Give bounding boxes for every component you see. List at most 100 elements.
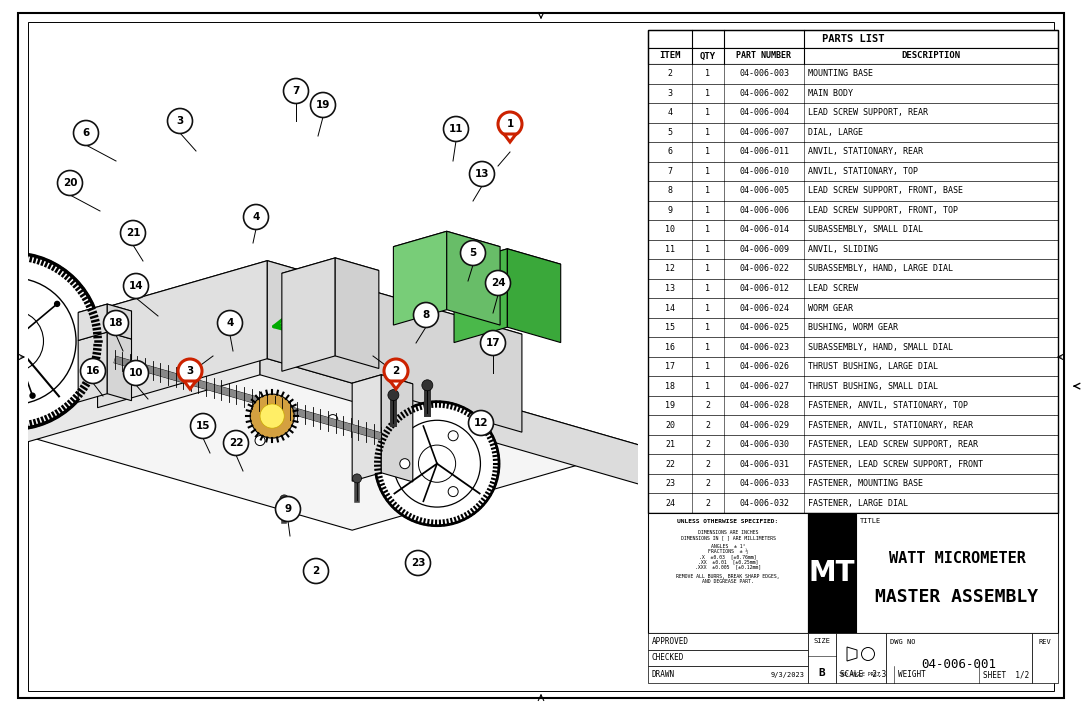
Bar (808, 513, 856, 633)
Polygon shape (281, 258, 335, 371)
Text: 4: 4 (226, 318, 234, 328)
Text: 1: 1 (705, 323, 711, 332)
Circle shape (448, 486, 458, 496)
Text: FASTENER, LEAD SCREW SUPPORT, FRONT: FASTENER, LEAD SCREW SUPPORT, FRONT (808, 460, 984, 468)
Bar (648, 667, 808, 683)
Text: AND DEGREASE PART.: AND DEGREASE PART. (702, 579, 754, 584)
Text: 1: 1 (705, 245, 711, 254)
Polygon shape (381, 375, 413, 482)
Text: 04-006-030: 04-006-030 (739, 440, 789, 449)
Bar (648, 240, 1058, 260)
Text: 04-006-006: 04-006-006 (739, 206, 789, 215)
Circle shape (448, 431, 458, 441)
Text: 04-006-027: 04-006-027 (739, 381, 789, 391)
Text: DIMENSIONS IN [ ] ARE MILLIMETERS: DIMENSIONS IN [ ] ARE MILLIMETERS (681, 535, 776, 540)
Circle shape (283, 78, 308, 103)
Text: DIMENSIONS ARE INCHES: DIMENSIONS ARE INCHES (698, 530, 758, 535)
Circle shape (387, 389, 399, 401)
Circle shape (498, 112, 522, 136)
Text: 9/3/2023: 9/3/2023 (771, 672, 805, 677)
Text: MOUNTING BASE: MOUNTING BASE (808, 69, 873, 78)
Circle shape (74, 120, 98, 145)
Bar (808, 633, 836, 683)
Polygon shape (97, 261, 522, 383)
Bar (648, 298, 1058, 318)
Circle shape (375, 401, 499, 525)
Circle shape (400, 458, 410, 468)
Text: 1: 1 (506, 119, 514, 129)
Text: QTY: QTY (700, 51, 716, 61)
Text: WEIGHT: WEIGHT (898, 670, 926, 679)
Text: 12: 12 (665, 265, 675, 274)
Text: FRACTIONS  ± ½: FRACTIONS ± ½ (708, 550, 748, 555)
Text: FASTENER, ANVIL, STATIONARY, REAR: FASTENER, ANVIL, STATIONARY, REAR (808, 421, 973, 430)
Circle shape (54, 302, 60, 307)
Bar (648, 200, 1058, 220)
Text: 21: 21 (126, 228, 141, 238)
Text: 18: 18 (109, 318, 123, 328)
Polygon shape (447, 231, 500, 325)
Polygon shape (847, 647, 857, 661)
Text: 04-006-023: 04-006-023 (739, 342, 789, 352)
Text: 14: 14 (665, 304, 675, 312)
Circle shape (80, 359, 106, 384)
Text: 20: 20 (665, 421, 675, 430)
Text: 12: 12 (474, 418, 488, 428)
Polygon shape (390, 381, 403, 389)
Text: 04-006-031: 04-006-031 (739, 460, 789, 468)
Text: 1: 1 (705, 128, 711, 137)
Text: 1: 1 (705, 148, 711, 156)
Text: DESCRIPTION: DESCRIPTION (901, 51, 961, 61)
Text: 10: 10 (665, 225, 675, 235)
Text: 04-006-014: 04-006-014 (739, 225, 789, 235)
Text: 9: 9 (668, 206, 673, 215)
Text: 5: 5 (470, 248, 477, 258)
Text: 04-006-032: 04-006-032 (739, 498, 789, 508)
Text: WORM GEAR: WORM GEAR (808, 304, 853, 312)
Text: ANVIL, SLIDING: ANVIL, SLIDING (808, 245, 878, 254)
Bar (648, 48, 1058, 64)
Circle shape (444, 116, 469, 141)
Circle shape (260, 404, 285, 429)
Text: B: B (819, 668, 826, 678)
Circle shape (353, 474, 361, 483)
Circle shape (413, 302, 438, 327)
Text: 20: 20 (63, 178, 77, 188)
Bar (648, 396, 1058, 416)
Text: 3: 3 (668, 89, 673, 98)
Polygon shape (97, 261, 267, 408)
Bar (648, 279, 1058, 298)
Text: 8: 8 (668, 186, 673, 195)
Text: 23: 23 (411, 558, 425, 568)
Text: 16: 16 (665, 342, 675, 352)
Bar (648, 435, 1058, 454)
Text: 19: 19 (665, 401, 675, 410)
Text: 3RD ANGLE PROJ.: 3RD ANGLE PROJ. (840, 672, 883, 677)
Text: DIAL, LARGE: DIAL, LARGE (808, 128, 863, 137)
Text: 4: 4 (252, 212, 260, 222)
Text: 21: 21 (665, 440, 675, 449)
Text: BUSHING, WORM GEAR: BUSHING, WORM GEAR (808, 323, 898, 332)
Polygon shape (107, 332, 132, 401)
Text: 04-006-005: 04-006-005 (739, 186, 789, 195)
Circle shape (217, 310, 242, 336)
Bar (648, 474, 1058, 493)
Text: 04-006-002: 04-006-002 (739, 89, 789, 98)
Text: 17: 17 (486, 338, 500, 348)
Text: FASTENER, LEAD SCREW SUPPORT, REAR: FASTENER, LEAD SCREW SUPPORT, REAR (808, 440, 978, 449)
Text: 2: 2 (313, 566, 319, 576)
Text: 04-006-033: 04-006-033 (739, 479, 789, 488)
Circle shape (276, 496, 301, 521)
Bar (648, 356, 1058, 376)
Text: MAIN BODY: MAIN BODY (808, 89, 853, 98)
Text: 6: 6 (668, 148, 673, 156)
Text: DRAWN: DRAWN (652, 670, 675, 679)
Text: 04-006-011: 04-006-011 (739, 148, 789, 156)
Circle shape (384, 359, 408, 383)
Circle shape (0, 310, 43, 372)
Polygon shape (352, 375, 413, 392)
Text: APPROVED: APPROVED (652, 637, 689, 646)
Text: 1: 1 (705, 167, 711, 176)
Text: 04-006-022: 04-006-022 (739, 265, 789, 274)
Text: 3: 3 (186, 366, 194, 376)
